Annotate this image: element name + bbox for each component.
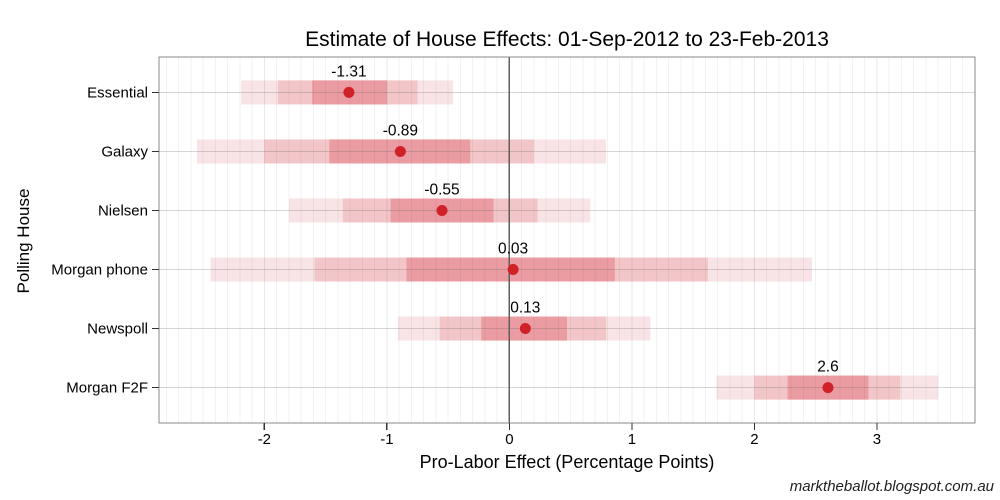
x-tick-label: 2 — [750, 431, 758, 448]
estimate-value-label: 0.13 — [510, 300, 540, 317]
chart-title: Estimate of House Effects: 01-Sep-2012 t… — [305, 28, 829, 51]
point-estimate — [394, 145, 406, 157]
x-tick-label: 3 — [873, 431, 881, 448]
estimate-value-label: 0.03 — [498, 241, 528, 258]
point-estimate — [343, 86, 355, 98]
point-estimate — [436, 204, 448, 216]
x-axis-title: Pro-Labor Effect (Percentage Points) — [419, 452, 715, 472]
x-tick-label: -1 — [380, 431, 393, 448]
x-tick-label: 1 — [628, 431, 636, 448]
estimate-value-label: -0.89 — [383, 122, 418, 139]
watermark: marktheballot.blogspot.com.au — [789, 478, 994, 495]
point-estimate — [822, 382, 834, 394]
y-tick-label: Morgan phone — [51, 262, 148, 279]
x-tick-label: 0 — [505, 431, 513, 448]
y-tick-label: Essential — [87, 84, 148, 101]
y-tick-label: Galaxy — [101, 143, 148, 160]
y-tick-label: Newspoll — [87, 321, 148, 338]
point-estimate — [507, 264, 519, 276]
point-estimate — [519, 323, 531, 335]
y-tick-label: Morgan F2F — [66, 380, 148, 397]
panel-background — [159, 57, 975, 423]
x-tick-label: -2 — [258, 431, 271, 448]
estimate-value-label: -0.55 — [424, 181, 459, 198]
y-tick-label: Nielsen — [98, 202, 148, 219]
panel-border — [158, 56, 976, 424]
estimate-value-label: 2.6 — [817, 359, 839, 376]
estimate-value-label: -1.31 — [331, 63, 366, 80]
